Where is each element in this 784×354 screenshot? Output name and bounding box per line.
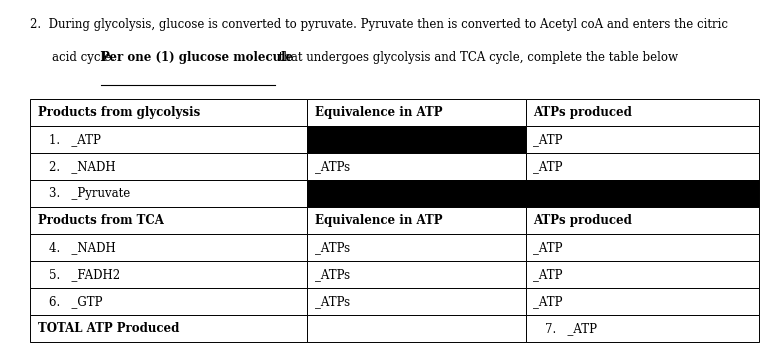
Text: 1.   _ATP: 1. _ATP [49, 133, 101, 146]
Text: TOTAL ATP Produced: TOTAL ATP Produced [38, 322, 179, 335]
Text: _ATPs: _ATPs [314, 268, 350, 281]
Text: _ATPs: _ATPs [314, 160, 350, 173]
Text: that undergoes glycolysis and TCA cycle, complete the table below: that undergoes glycolysis and TCA cycle,… [275, 51, 678, 64]
Text: 2.  During glycolysis, glucose is converted to pyruvate. Pyruvate then is conver: 2. During glycolysis, glucose is convert… [30, 18, 728, 31]
Text: _ATP: _ATP [533, 133, 563, 146]
Text: _ATPs: _ATPs [314, 241, 350, 254]
Text: 2.   _NADH: 2. _NADH [49, 160, 116, 173]
Text: Products from glycolysis: Products from glycolysis [38, 106, 200, 119]
Text: 5.   _FADH2: 5. _FADH2 [49, 268, 121, 281]
Text: _ATP: _ATP [533, 241, 563, 254]
Text: Per one (1) glucose molecule: Per one (1) glucose molecule [101, 51, 293, 64]
Text: _ATP: _ATP [533, 268, 563, 281]
Text: 7.   _ATP: 7. _ATP [545, 322, 597, 335]
Text: 4.   _NADH: 4. _NADH [49, 241, 116, 254]
Text: _ATPs: _ATPs [314, 295, 350, 308]
Text: Equivalence in ATP: Equivalence in ATP [314, 214, 442, 227]
Text: acid cycle.: acid cycle. [52, 51, 118, 64]
Text: 6.   _GTP: 6. _GTP [49, 295, 103, 308]
Text: _ATP: _ATP [533, 295, 563, 308]
Text: 3.   _Pyruvate: 3. _Pyruvate [49, 187, 131, 200]
Text: Products from TCA: Products from TCA [38, 214, 164, 227]
Text: ATPs produced: ATPs produced [533, 214, 633, 227]
Text: ATPs produced: ATPs produced [533, 106, 633, 119]
Text: _ATP: _ATP [533, 160, 563, 173]
Text: Equivalence in ATP: Equivalence in ATP [314, 106, 442, 119]
